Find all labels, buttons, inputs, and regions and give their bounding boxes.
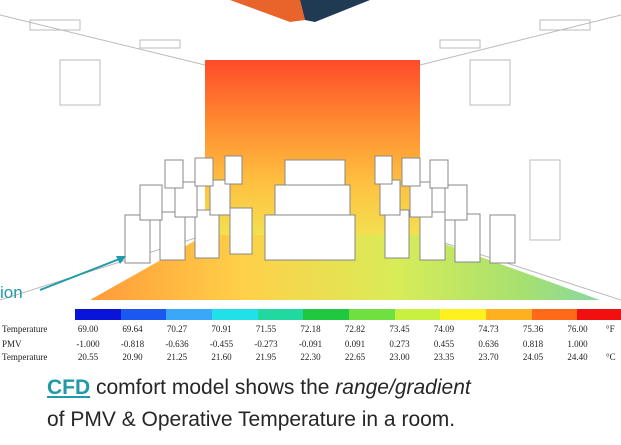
row-value: 20.90 xyxy=(122,352,143,362)
row-value: 23.00 xyxy=(389,352,410,362)
color-scale xyxy=(75,309,621,320)
row-value: -0.091 xyxy=(298,339,323,349)
side-label: ion xyxy=(0,283,23,302)
row-value: 21.60 xyxy=(211,352,232,362)
row-value: -0.273 xyxy=(254,339,278,349)
row-value: 0.273 xyxy=(389,339,410,349)
row-value: 75.36 xyxy=(522,324,544,334)
row-value: 0.091 xyxy=(344,339,366,349)
row-value: 21.25 xyxy=(166,352,188,362)
row-label: Temperature xyxy=(2,352,48,362)
pointer-arrow xyxy=(39,257,123,291)
cfd-render xyxy=(0,0,621,301)
legend-row: Temperature 20.55 20.90 21.25 21.60 21.95 22.3… xyxy=(2,352,621,365)
legend-row: Temperature 69.00 69.64 70.27 70.91 71.55 72.1… xyxy=(2,324,621,337)
row-unit: °C xyxy=(606,352,616,362)
swatch xyxy=(257,309,304,320)
row-value: 72.82 xyxy=(344,324,366,334)
row-value: 76.00 xyxy=(567,324,588,334)
row-value: 74.73 xyxy=(478,324,499,334)
row-value: 73.45 xyxy=(389,324,410,334)
caption-text: of PMV & Operative Temperature in a room… xyxy=(47,408,456,431)
caption: CFD comfort model shows the range/gradie… xyxy=(47,372,471,436)
swatch xyxy=(75,309,121,320)
arrow-head xyxy=(116,256,126,264)
swatch xyxy=(212,309,258,320)
swatch xyxy=(531,309,578,320)
row-label: PMV xyxy=(2,339,22,349)
row-value: 71.55 xyxy=(255,324,277,334)
caption-emphasis: range/gradient xyxy=(335,376,471,399)
row-value: 69.64 xyxy=(122,324,143,334)
row-value: 70.91 xyxy=(211,324,232,334)
swatch xyxy=(486,309,532,320)
row-value: 22.30 xyxy=(300,352,321,362)
row-value: -0.636 xyxy=(165,339,189,349)
swatch xyxy=(440,309,487,320)
legend-row: PMV -1.000 -0.818 -0.636 -0.455 -0.273 -0.091 0… xyxy=(2,339,621,352)
cfd-link[interactable]: CFD xyxy=(47,376,91,399)
swatch xyxy=(120,309,167,320)
row-value: 22.65 xyxy=(344,352,366,362)
row-value: 70.27 xyxy=(166,324,188,334)
row-unit: °F xyxy=(606,324,615,334)
room-lines xyxy=(0,14,621,301)
row-label: Temperature xyxy=(2,324,48,334)
back-wall xyxy=(205,60,420,235)
row-value: -0.455 xyxy=(209,339,234,349)
row-value: 74.09 xyxy=(433,324,455,334)
row-value: -0.818 xyxy=(120,339,145,349)
swatch xyxy=(394,309,441,320)
row-value: 23.35 xyxy=(433,352,455,362)
row-value: 72.18 xyxy=(300,324,321,334)
deco xyxy=(230,0,305,22)
row-value: 24.40 xyxy=(567,352,588,362)
row-value: 20.55 xyxy=(77,352,99,362)
row-value: 69.00 xyxy=(77,324,99,334)
chairs xyxy=(124,155,516,264)
deco xyxy=(300,0,370,22)
caption-text: comfort model shows the xyxy=(90,376,336,399)
row-value: 21.95 xyxy=(255,352,277,362)
swatch xyxy=(303,309,350,320)
row-value: 24.05 xyxy=(522,352,544,362)
row-value: 0.818 xyxy=(522,339,544,349)
row-value: -1.000 xyxy=(76,339,100,349)
swatch xyxy=(166,309,213,320)
row-value: 0.455 xyxy=(433,339,455,349)
row-value: 0.636 xyxy=(478,339,499,349)
row-value: 23.70 xyxy=(478,352,499,362)
swatch xyxy=(349,309,395,320)
swatch xyxy=(577,309,621,320)
row-value: 1.000 xyxy=(567,339,588,349)
